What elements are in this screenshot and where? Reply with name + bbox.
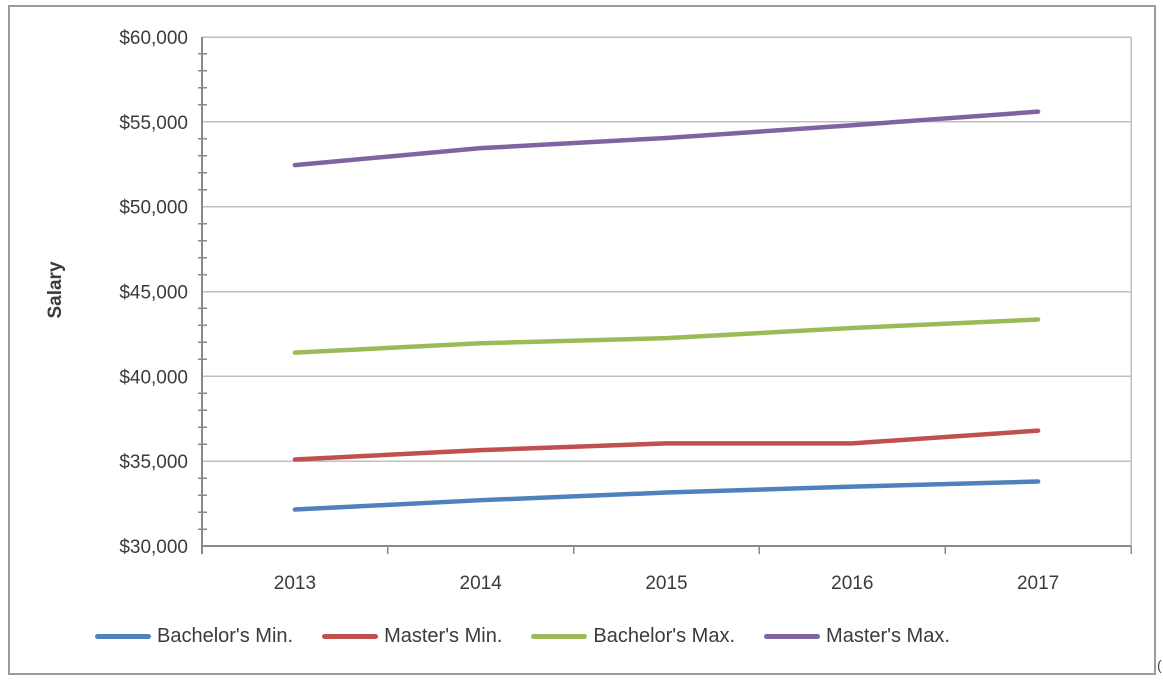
y-tick-label: $45,000 [119,283,188,304]
edge-artifact-glyph: ( [1157,657,1162,673]
legend-swatch-bachelor-s-max [531,633,588,639]
y-axis-title: Salary [45,261,66,319]
series-line-master-s-min [292,428,1041,462]
series-line-master-s-max [292,109,1041,168]
y-tick-label: $60,000 [119,28,188,49]
legend-swatch-bachelor-s-min [95,633,151,639]
y-tick-label: $30,000 [119,537,188,558]
legend-item-bachelor-s-min: Bachelor's Min. [95,625,293,648]
legend-label: Master's Max. [826,624,950,647]
x-tick-label: 2015 [645,573,687,594]
legend-item-bachelor-s-max: Bachelor's Max. [531,625,735,648]
legend: Bachelor's Min. Master's Min. Bachelor's M… [95,622,950,650]
y-tick-label: $55,000 [119,113,188,134]
legend-swatch-master-s-min [322,633,379,639]
y-tick-label: $50,000 [119,198,188,219]
x-tick-label: 2016 [831,573,873,594]
legend-label: Bachelor's Min. [157,624,294,647]
x-tick-label: 2014 [460,573,503,594]
legend-item-master-s-max: Master's Max. [764,625,950,648]
series-line-bachelor-s-min [292,479,1041,512]
legend-swatch-master-s-max [764,633,821,639]
legend-item-master-s-min: Master's Min. [322,625,502,648]
series-line-bachelor-s-max [292,317,1041,355]
x-tick-label: 2017 [1017,573,1059,594]
y-tick-label: $35,000 [119,452,188,473]
legend-label: Bachelor's Max. [593,624,736,647]
y-tick-label: $40,000 [119,367,188,388]
legend-label: Master's Min. [384,624,503,647]
x-tick-label: 2013 [274,573,316,594]
